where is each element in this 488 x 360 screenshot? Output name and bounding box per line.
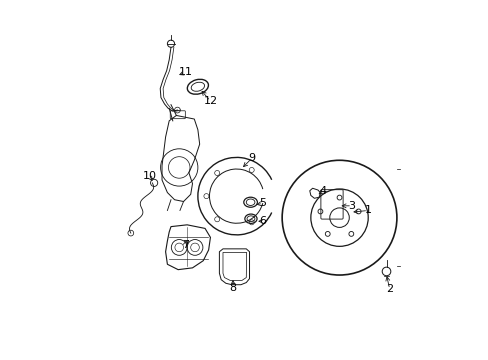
Text: 4: 4 <box>319 186 326 196</box>
Text: 11: 11 <box>178 67 192 77</box>
Text: 9: 9 <box>247 153 255 163</box>
Text: 6: 6 <box>259 216 266 226</box>
Text: 8: 8 <box>229 283 236 293</box>
Text: 1: 1 <box>364 206 371 216</box>
Text: 10: 10 <box>142 171 156 181</box>
Text: 2: 2 <box>386 284 392 294</box>
Text: 12: 12 <box>203 96 217 106</box>
Text: 5: 5 <box>259 198 266 208</box>
Text: 3: 3 <box>348 201 355 211</box>
Text: 7: 7 <box>182 239 188 249</box>
